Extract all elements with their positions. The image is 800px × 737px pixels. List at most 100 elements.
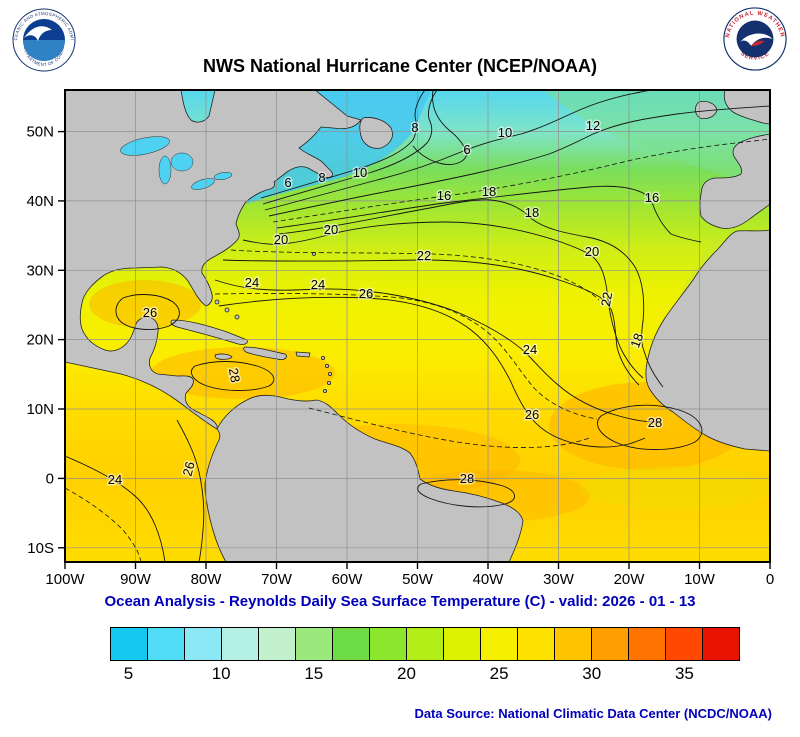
colorbar-segment: [518, 628, 555, 660]
caribbean-warm-pool: [151, 347, 335, 399]
land-jamaica: [214, 353, 233, 360]
colorbar-segment: [481, 628, 518, 660]
y-axis-tick-label: 10S: [27, 540, 54, 557]
colorbar-segment: [629, 628, 666, 660]
contour-label: 10: [353, 165, 367, 180]
isotherm-contour: [214, 279, 658, 423]
contour-label: 28: [226, 367, 243, 384]
contour-label: 22: [417, 248, 431, 263]
contour-labels: 8 10 12 6 6 8 10 16 18 16 18 20 20 22 20 24 24 26 22 26 28 24…: [106, 117, 663, 489]
nws-seal-graphic: NATIONAL WEATHER SERVICE: [723, 7, 787, 71]
colorbar-segment: [259, 628, 296, 660]
isotherm-contour-dashed: [272, 138, 770, 223]
land-ireland: [694, 101, 718, 119]
colorbar-tick-label: 15: [304, 664, 324, 683]
land-antilles: [324, 363, 329, 368]
land-britain: [723, 90, 770, 125]
contour-label: 18: [627, 331, 646, 350]
contour-label: 16: [645, 190, 659, 205]
land-bahamas: [214, 299, 220, 305]
lake-huron: [170, 152, 194, 172]
y-axis-tick-label: 40N: [26, 193, 54, 210]
isotherm-contour: [268, 105, 770, 217]
contour-label: 20: [324, 222, 338, 237]
noaa-seal-graphic: NATIONAL OCEANIC AND ATMOSPHERIC ADMINIS…: [10, 4, 76, 72]
isotherm-contour: [176, 419, 205, 562]
colorbar-segment: [666, 628, 703, 660]
colorbar-tick-labels: 5 10 15 20 25 30 35: [110, 664, 740, 688]
contour-label: 8: [411, 120, 418, 135]
axis-ticks: [58, 130, 771, 569]
x-axis-tick-label: 90W: [120, 571, 152, 588]
colorbar-segment: [592, 628, 629, 660]
x-axis-tick-label: 10W: [684, 571, 716, 588]
isotherm-contour: [260, 90, 426, 199]
contour-label: 10: [498, 125, 512, 140]
land-antilles: [327, 371, 332, 376]
land-antilles: [320, 355, 325, 360]
land-newfoundland: [359, 117, 393, 149]
isotherm-contour-dashed: [214, 293, 598, 420]
colorbar-segment: [407, 628, 444, 660]
contour-label: 8: [318, 170, 325, 185]
x-axis-labels: 100W 90W 80W 70W 60W 50W 40W 30W 20W 10W 0: [45, 571, 774, 588]
colorbar-segment: [222, 628, 259, 660]
land-hispaniola: [243, 346, 287, 360]
lake-ontario: [213, 171, 233, 181]
colorbar-segment: [296, 628, 333, 660]
page-title: NWS National Hurricane Center (NCEP/NOAA…: [202, 56, 598, 76]
isotherm-contour: [276, 185, 702, 243]
contour-label: 12: [586, 118, 600, 133]
x-axis-tick-label: 100W: [45, 571, 85, 588]
noaa-seal-ocean: [23, 40, 65, 61]
colorbar-tick-label: 30: [582, 664, 602, 683]
contour-label: 24: [245, 275, 259, 290]
contour-label: 26: [359, 286, 373, 301]
isotherm-contour: [262, 90, 438, 205]
y-axis-labels: 50N 40N 30N 20N 10N 0 10S: [26, 124, 54, 557]
contour-label: 20: [274, 232, 288, 247]
lake-michigan: [158, 155, 172, 185]
y-axis-tick-label: 10N: [26, 401, 54, 418]
colorbar-segment: [333, 628, 370, 660]
noaa-logo: NATIONAL OCEANIC AND ATMOSPHERIC ADMINIS…: [10, 4, 76, 72]
contour-label: 18: [482, 184, 496, 199]
noaa-seagull-icon: [24, 26, 52, 41]
x-axis-tick-label: 20W: [614, 571, 646, 588]
grid-lines: [65, 90, 770, 562]
isotherm-contour: [218, 296, 646, 448]
nws-logo: NATIONAL WEATHER SERVICE: [722, 6, 788, 72]
colorbar-tick-label: 20: [397, 664, 416, 683]
sst-map: 8 10 12 6 6 8 10 16 18 16 18 20 20 22 20 24 24 26 22 26 28 24…: [26, 89, 774, 588]
contour-label: 16: [437, 188, 451, 203]
contour-label: 20: [585, 244, 599, 259]
colorbar-tick-label: 35: [674, 664, 694, 683]
x-axis-tick-label: 0: [766, 571, 774, 588]
land-antilles: [326, 380, 331, 385]
contour-label: 24: [108, 472, 122, 487]
isotherm-contour: [222, 259, 640, 386]
isotherm-contour-dashed: [308, 407, 590, 448]
colorbar-tick-label: 5: [123, 664, 134, 683]
colorbar-segment: [111, 628, 148, 660]
land-bahamas: [234, 314, 240, 320]
x-axis-tick-label: 40W: [473, 571, 505, 588]
data-source: Data Source: National Climatic Data Cent…: [414, 706, 772, 721]
colorbar-tick-label: 25: [489, 664, 509, 683]
y-axis-tick-label: 0: [46, 470, 54, 487]
contour-label: 6: [463, 142, 470, 157]
colorbar-tick-label: 10: [211, 664, 231, 683]
x-axis-tick-label: 30W: [543, 571, 575, 588]
contour-label: 28: [460, 471, 474, 486]
contour-label: 26: [143, 305, 157, 320]
x-axis-tick-label: 50W: [402, 571, 434, 588]
great-lakes: [120, 136, 233, 190]
colorbar: [110, 627, 740, 661]
land-antilles: [322, 388, 327, 393]
nws-red-accent: [751, 40, 765, 47]
equatorial-cool-tongue: [580, 466, 770, 510]
isotherm-contours: [65, 90, 770, 562]
isotherm-contour: [242, 221, 644, 379]
land-puerto-rico: [295, 351, 311, 358]
